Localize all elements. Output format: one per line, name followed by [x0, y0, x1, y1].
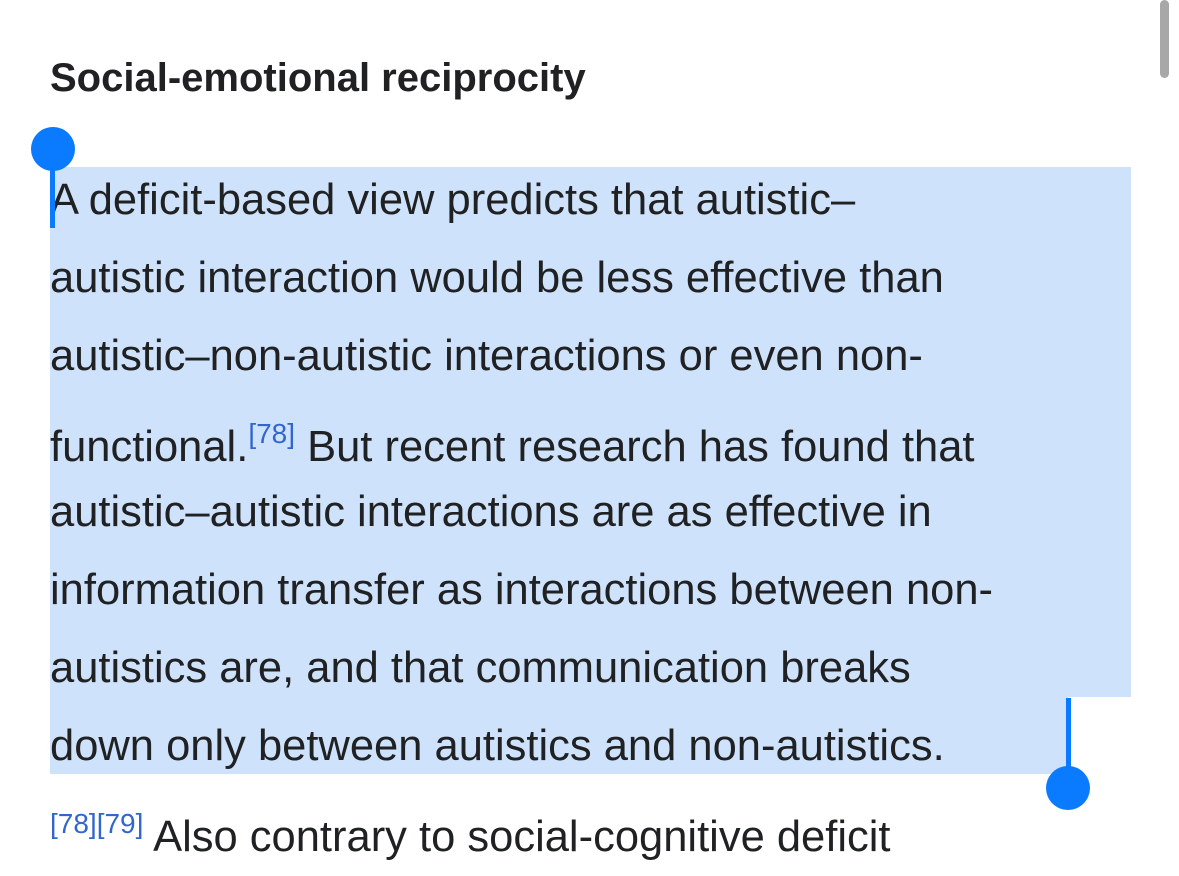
- text-line: autistic–non-autistic interactions or ev…: [50, 317, 923, 395]
- text-run: autistic–autistic interactions are as ef…: [50, 488, 932, 536]
- text-run: autistics are, and that communication br…: [50, 644, 911, 692]
- scrollbar[interactable]: [1160, 0, 1169, 78]
- text-line: autistic interaction would be less effec…: [50, 239, 944, 317]
- text-line: autistic–autistic interactions are as ef…: [50, 473, 932, 551]
- text-run: information transfer as interactions bet…: [50, 566, 994, 614]
- text-run: Also contrary to social-cognitive defici…: [143, 813, 891, 861]
- selection-handle-bar: [50, 150, 55, 228]
- text-line: functional.[78] But recent research has …: [50, 395, 975, 473]
- text-run: But recent research has found that: [295, 423, 975, 471]
- text-run: functional.: [50, 423, 249, 471]
- text-line: information transfer as interactions bet…: [50, 551, 993, 629]
- reference-link[interactable]: [78]: [248, 418, 296, 449]
- text-run: A deficit-based view predicts that autis…: [50, 176, 856, 224]
- selection-highlight: [50, 697, 1068, 774]
- text-run: autistic–non-autistic interactions or ev…: [50, 332, 923, 380]
- selection-handle-bar: [1066, 698, 1071, 772]
- page: Social-emotional reciprocity A deficit-b…: [31, 0, 1169, 861]
- text-line: autistics are, and that communication br…: [50, 629, 911, 707]
- text-line: A deficit-based view predicts that autis…: [50, 161, 855, 239]
- text-line: [78][79] Also contrary to social-cogniti…: [50, 785, 891, 863]
- selection-start-handle[interactable]: [31, 127, 75, 171]
- text-run: autistic interaction would be less effec…: [50, 254, 944, 302]
- selection-end-handle[interactable]: [1046, 766, 1090, 810]
- selection-highlight: [50, 167, 1131, 697]
- section-heading: Social-emotional reciprocity: [50, 56, 586, 100]
- text-line: down only between autistics and non-auti…: [50, 707, 945, 785]
- reference-link[interactable]: [78][79]: [50, 808, 144, 839]
- text-run: down only between autistics and non-auti…: [50, 722, 945, 770]
